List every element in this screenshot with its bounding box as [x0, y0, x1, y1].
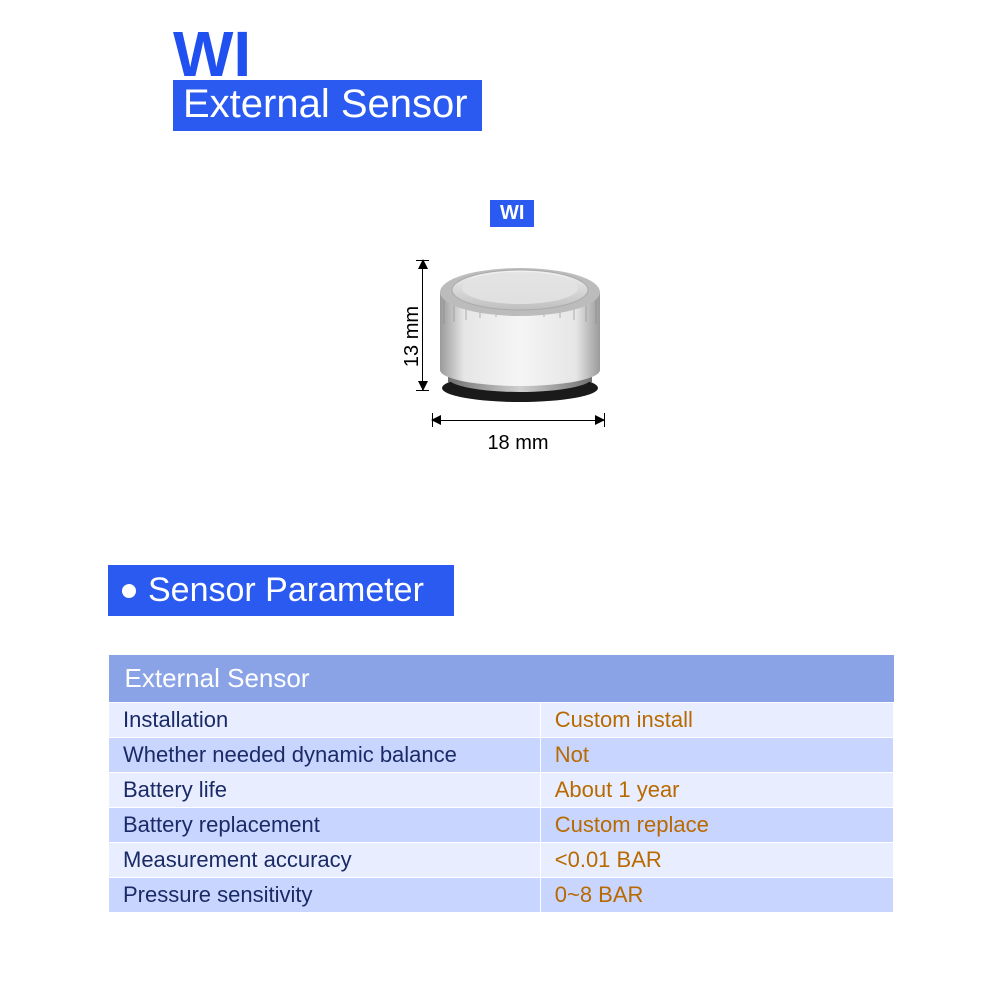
subtitle-bar: External Sensor	[173, 80, 482, 131]
table-row: Whether needed dynamic balanceNot	[109, 738, 894, 773]
model-code: WI	[173, 22, 482, 86]
param-key: Battery life	[109, 773, 541, 808]
param-key: Installation	[109, 703, 541, 738]
page: WI External Sensor WI	[0, 0, 1001, 1001]
diagram-badge: WI	[490, 200, 534, 227]
table-row: InstallationCustom install	[109, 703, 894, 738]
sensor-diagram: WI	[340, 200, 660, 500]
table-row: Pressure sensitivity0~8 BAR	[109, 878, 894, 913]
table-row: Battery lifeAbout 1 year	[109, 773, 894, 808]
width-label: 18 mm	[432, 432, 604, 455]
param-value: 0~8 BAR	[540, 878, 893, 913]
param-value: Custom replace	[540, 808, 893, 843]
section-title: Sensor Parameter	[148, 571, 424, 610]
param-key: Pressure sensitivity	[109, 878, 541, 913]
subtitle-text: External Sensor	[183, 82, 468, 126]
bullet-icon	[122, 584, 136, 598]
parameter-table: External Sensor InstallationCustom insta…	[108, 655, 894, 913]
table-header: External Sensor	[109, 655, 894, 703]
table-row: Measurement accuracy<0.01 BAR	[109, 843, 894, 878]
param-key: Whether needed dynamic balance	[109, 738, 541, 773]
table-row: Battery replacementCustom replace	[109, 808, 894, 843]
height-label: 13 mm	[401, 306, 424, 367]
param-value: About 1 year	[540, 773, 893, 808]
section-header-bar: Sensor Parameter	[108, 565, 454, 616]
sensor-illustration	[430, 240, 610, 410]
param-value: Not	[540, 738, 893, 773]
header-block: WI External Sensor	[173, 22, 482, 131]
param-key: Measurement accuracy	[109, 843, 541, 878]
param-value: Custom install	[540, 703, 893, 738]
table-body: InstallationCustom installWhether needed…	[109, 703, 894, 913]
param-key: Battery replacement	[109, 808, 541, 843]
param-value: <0.01 BAR	[540, 843, 893, 878]
